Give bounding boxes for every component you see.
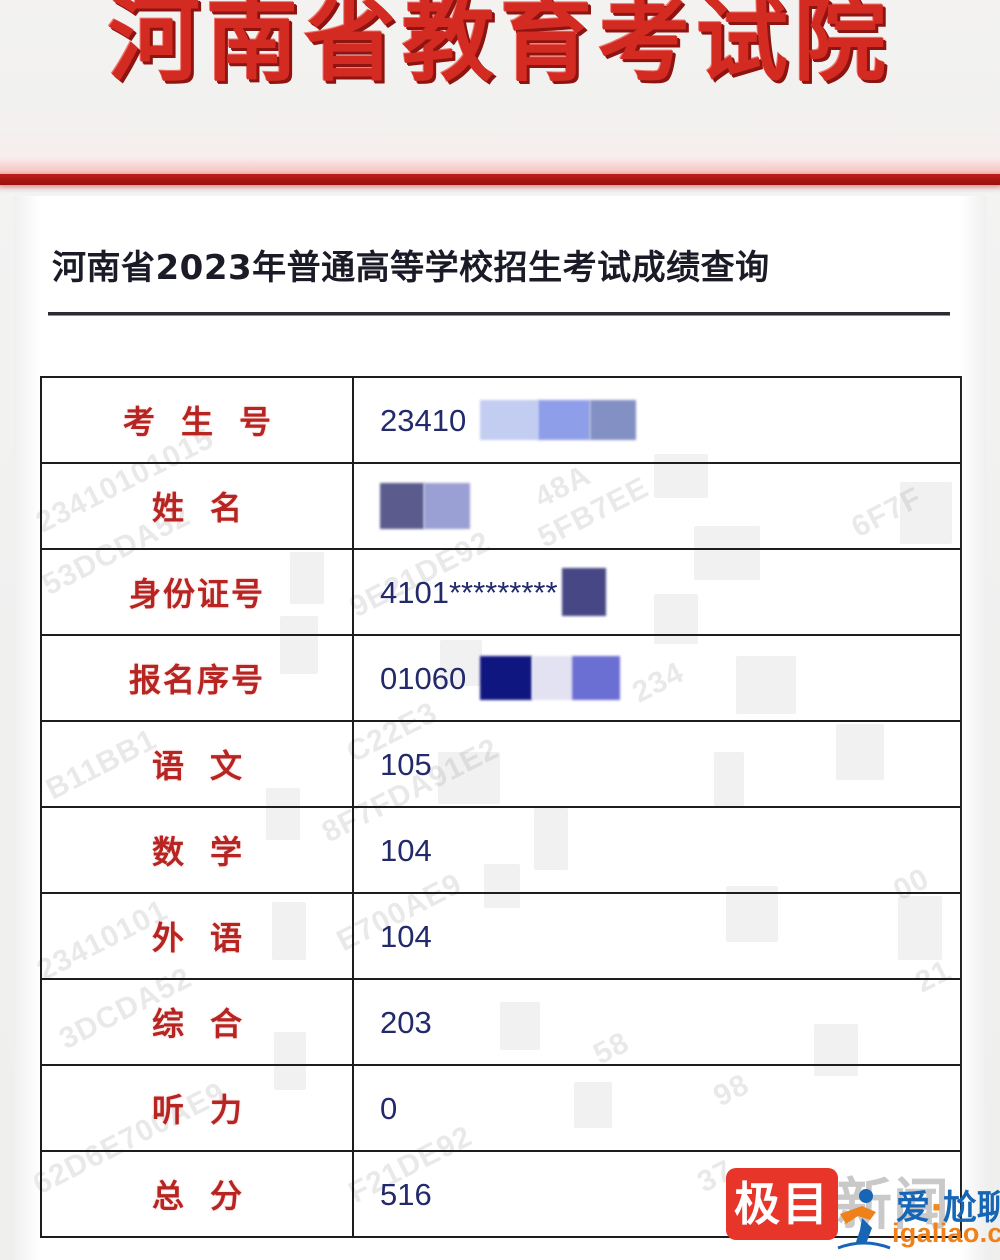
header-rule-shadow [0, 185, 1000, 193]
value-text: 104 [380, 832, 432, 868]
row-value-math: 104 [352, 806, 962, 894]
value-text: 516 [380, 1176, 432, 1212]
label-text: 数学 [151, 833, 268, 871]
igaliao-brand-cn: 爱·尬聊 [896, 1180, 1000, 1229]
jimu-news-text: 新闻 [836, 1173, 950, 1238]
row-value-comprehensive: 203 [352, 978, 962, 1066]
row-label-math: 数学 [40, 806, 354, 894]
redaction-block [532, 656, 573, 700]
row-value-total-score: 516 [352, 1150, 962, 1238]
table-row: 数学 104 [40, 806, 962, 894]
table-row: 语文 105 [40, 720, 962, 808]
value-text: 0 [380, 1090, 398, 1126]
label-text: 报名序号 [128, 661, 265, 699]
redaction-block [572, 656, 621, 700]
label-text: 身份证号 [128, 575, 265, 613]
row-value-chinese: 105 [352, 720, 962, 808]
jimu-logo-badge: 极目 [726, 1168, 838, 1240]
row-value-id-number: 4101********* [352, 548, 962, 636]
value-text: 203 [380, 1004, 432, 1040]
label-text: 姓名 [151, 489, 268, 527]
header-glow [0, 158, 1000, 176]
row-label-id-number: 身份证号 [40, 548, 354, 636]
header-red-rule [0, 174, 1000, 185]
org-title: 河南省教育考试院 [107, 0, 892, 94]
row-label-registration-number: 报名序号 [40, 634, 354, 722]
table-row: 考生号 23410 [40, 376, 962, 464]
row-value-listening: 0 [352, 1064, 962, 1152]
redaction-block [380, 483, 424, 529]
label-text: 考生号 [122, 403, 297, 441]
redaction-block [590, 400, 637, 440]
igaliao-brand-galiao: 尬聊 [942, 1188, 1000, 1228]
label-text: 语文 [151, 747, 268, 785]
content-card: 23410101015 53DCDA52 B11BB1 C22E3 8F7FDA… [14, 196, 986, 1260]
table-row: 总分 516 [40, 1150, 962, 1238]
row-label-foreign-language: 外语 [40, 892, 354, 980]
table-row: 报名序号 01060 [40, 634, 962, 722]
value-text: 01060 [380, 660, 467, 696]
igaliao-brand-ai: 爱 [896, 1188, 930, 1228]
brand-logos: 新闻 极目 爱·尬聊 igaliao.com [724, 1158, 1000, 1254]
row-label-total-score: 总分 [40, 1150, 354, 1238]
table-row: 外语 104 [40, 892, 962, 980]
label-text: 外语 [151, 919, 268, 957]
score-table: 考生号 23410 姓名 [40, 376, 962, 1238]
table-row: 听力 0 [40, 1064, 962, 1152]
table-row: 综合 203 [40, 978, 962, 1066]
row-label-listening: 听力 [40, 1064, 354, 1152]
redaction-block [480, 656, 533, 700]
value-text: 4101********* [380, 574, 558, 610]
row-label-candidate-number: 考生号 [40, 376, 354, 464]
value-text: 104 [380, 918, 432, 954]
row-label-chinese: 语文 [40, 720, 354, 808]
title-divider [48, 312, 950, 316]
label-text: 综合 [151, 1005, 268, 1043]
row-value-candidate-number: 23410 [352, 376, 962, 464]
table-row: 身份证号 4101********* [40, 548, 962, 636]
igaliao-url: igaliao.com [892, 1218, 1000, 1248]
runner-icon [837, 1189, 891, 1250]
page-title: 河南省2023年普通高等学校招生考试成绩查询 [52, 248, 770, 288]
value-text: 23410 [380, 402, 467, 438]
value-text: 105 [380, 746, 432, 782]
igaliao-brand-dot: · [930, 1188, 943, 1228]
redaction-block [480, 400, 539, 440]
row-value-foreign-language: 104 [352, 892, 962, 980]
site-header: 河南省教育考试院 [0, 0, 1000, 176]
row-label-comprehensive: 综合 [40, 978, 354, 1066]
row-value-registration-number: 01060 [352, 634, 962, 722]
row-label-name: 姓名 [40, 462, 354, 550]
table-row: 姓名 [40, 462, 962, 550]
redaction-block [561, 568, 606, 616]
label-text: 听力 [151, 1091, 268, 1129]
redaction-block [424, 483, 470, 529]
row-value-name [352, 462, 962, 550]
redaction-block [538, 400, 591, 440]
label-text: 总分 [151, 1177, 268, 1215]
